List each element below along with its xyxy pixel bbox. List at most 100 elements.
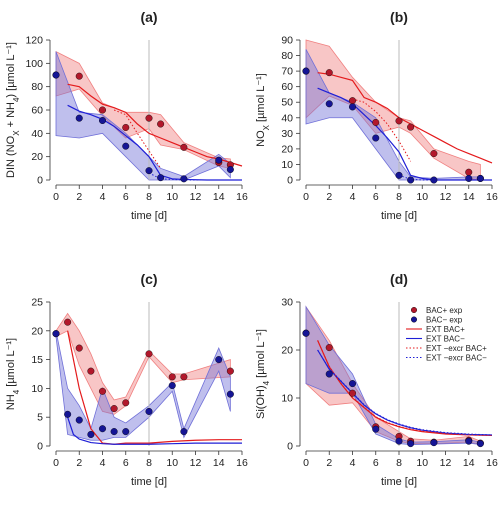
y-tick-label: 20: [281, 345, 293, 357]
series-line-ext-bac-: [67, 330, 242, 445]
legend-label: EXT BAC+: [426, 325, 465, 334]
x-tick-label: 16: [236, 457, 248, 469]
data-point: [87, 430, 95, 438]
y-tick-label: 0: [287, 441, 293, 453]
panel-label: (a): [140, 9, 157, 25]
y-axis-title: NH4 [µmol L⁻¹]: [5, 338, 21, 410]
data-point: [110, 428, 118, 436]
series-line-ext-bac-: [317, 72, 493, 164]
data-point: [407, 176, 415, 184]
x-tick-label: 0: [303, 191, 309, 203]
data-point: [64, 318, 72, 326]
chart-panel-0: 0 2 4 6 8 10 12 14 16 0 20 40 60 80 100 120 time [d] DIN …: [5, 9, 248, 222]
data-point: [98, 387, 106, 395]
data-point: [215, 156, 223, 164]
x-tick-label: 10: [166, 457, 178, 469]
x-tick-label: 6: [373, 191, 379, 203]
chart-panel-2: 0 2 4 6 8 10 12 14 16 0 5 10 15 20 25 time [d] NH4 [µmol…: [5, 271, 248, 488]
y-tick-label: 90: [281, 35, 293, 47]
data-point: [180, 143, 188, 151]
x-tick-label: 10: [416, 191, 428, 203]
data-point: [98, 425, 106, 433]
legend-label: BAC+ exp: [426, 306, 463, 315]
y-tick-label: 40: [31, 128, 43, 140]
x-axis-title: time [d]: [381, 476, 417, 488]
data-point: [395, 117, 403, 125]
data-point: [325, 69, 333, 77]
x-axis-title: time [d]: [131, 476, 167, 488]
data-point: [52, 71, 60, 79]
data-point: [372, 425, 380, 433]
x-tick-label: 2: [326, 191, 332, 203]
x-tick-label: 12: [190, 457, 202, 469]
data-point: [430, 150, 438, 158]
data-point: [407, 440, 415, 448]
series-line-ext-bac-: [317, 87, 492, 181]
data-point: [226, 390, 234, 398]
x-axis-title: time [d]: [381, 210, 417, 222]
chart-panel-3: 0 2 4 6 8 10 12 14 16 0 10 20 30 time [d] Si(OH)4 [µmo…: [255, 271, 498, 488]
legend-label: EXT BAC−: [426, 335, 465, 344]
data-point: [325, 370, 333, 378]
data-point: [157, 174, 165, 182]
data-point: [145, 114, 153, 122]
y-tick-label: 100: [25, 58, 43, 70]
x-tick-label: 0: [53, 191, 59, 203]
data-point: [325, 100, 333, 108]
data-point: [430, 176, 438, 184]
y-tick-label: 0: [37, 175, 43, 187]
legend-marker: [411, 316, 418, 323]
series-line-ext-excr-bac-: [113, 109, 162, 169]
series-line-ext-excr-bac-: [317, 349, 493, 436]
y-tick-label: 25: [31, 297, 43, 309]
data-point: [476, 174, 484, 182]
x-tick-label: 10: [416, 457, 428, 469]
x-tick-label: 4: [100, 457, 106, 469]
legend-label: EXT −excr BAC−: [426, 354, 487, 363]
y-tick-label: 30: [281, 297, 293, 309]
data-point: [180, 175, 188, 183]
data-point: [395, 437, 403, 445]
x-tick-label: 6: [373, 457, 379, 469]
panel-label: (c): [140, 271, 157, 287]
data-point: [75, 114, 83, 122]
data-point: [226, 367, 234, 375]
x-tick-label: 2: [76, 457, 82, 469]
y-tick-label: 20: [31, 151, 43, 163]
data-point: [122, 123, 130, 131]
data-point: [75, 72, 83, 80]
x-tick-label: 16: [486, 457, 498, 469]
chart-panel-1: 0 2 4 6 8 10 12 14 16 0 10 20 30 40 50 60 70 80 90 time [d]…: [255, 9, 498, 222]
y-tick-label: 10: [281, 393, 293, 405]
x-tick-label: 8: [396, 191, 402, 203]
series-line-ext-excr-bac-: [398, 174, 492, 181]
data-point: [110, 405, 118, 413]
x-tick-label: 14: [213, 191, 225, 203]
data-point: [430, 439, 438, 447]
y-axis-title: Si(OH)4 [µmol L⁻¹]: [255, 329, 271, 419]
data-point: [372, 134, 380, 142]
data-point: [325, 344, 333, 352]
data-point: [122, 399, 130, 407]
x-tick-label: 0: [303, 457, 309, 469]
y-tick-label: 80: [281, 50, 293, 62]
x-tick-label: 4: [350, 457, 356, 469]
data-point: [122, 142, 130, 150]
y-tick-label: 10: [281, 159, 293, 171]
legend-label: EXT −excr BAC+: [426, 344, 487, 353]
uncertainty-band: [55, 51, 231, 181]
series-line-ext-bac-: [67, 104, 242, 181]
legend-label: BAC− exp: [426, 316, 463, 325]
data-point: [157, 120, 165, 128]
x-tick-label: 6: [123, 457, 129, 469]
x-tick-label: 4: [100, 191, 106, 203]
y-axis-title: DIN (NOX + NH4) [µmol L⁻¹]: [5, 42, 21, 178]
y-tick-label: 0: [37, 441, 43, 453]
x-tick-label: 14: [463, 457, 475, 469]
y-tick-label: 80: [31, 81, 43, 93]
y-axis-title: NOX [µmol L⁻¹]: [255, 73, 271, 147]
x-tick-label: 2: [326, 457, 332, 469]
data-point: [395, 171, 403, 179]
